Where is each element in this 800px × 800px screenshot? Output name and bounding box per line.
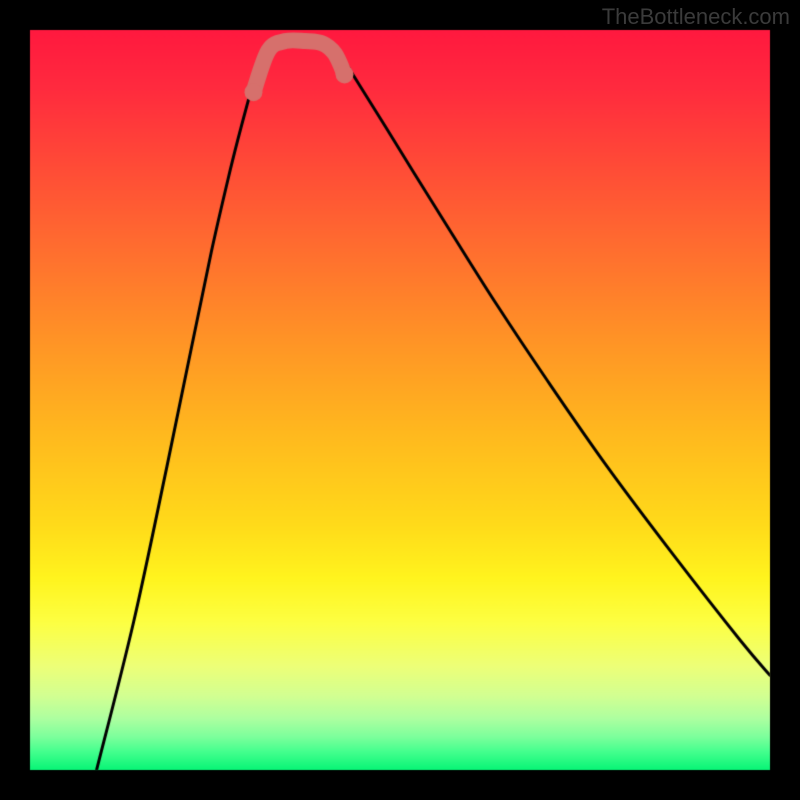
curve-canvas — [0, 0, 800, 800]
watermark-text: TheBottleneck.com — [602, 4, 790, 30]
chart-stage: TheBottleneck.com — [0, 0, 800, 800]
